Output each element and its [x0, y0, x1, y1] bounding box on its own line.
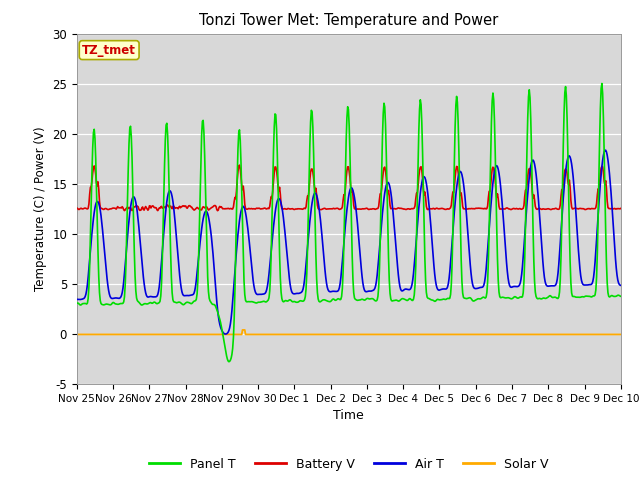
Y-axis label: Temperature (C) / Power (V): Temperature (C) / Power (V) [34, 127, 47, 291]
Text: TZ_tmet: TZ_tmet [82, 44, 136, 57]
X-axis label: Time: Time [333, 409, 364, 422]
Title: Tonzi Tower Met: Temperature and Power: Tonzi Tower Met: Temperature and Power [199, 13, 499, 28]
Legend: Panel T, Battery V, Air T, Solar V: Panel T, Battery V, Air T, Solar V [144, 453, 554, 476]
